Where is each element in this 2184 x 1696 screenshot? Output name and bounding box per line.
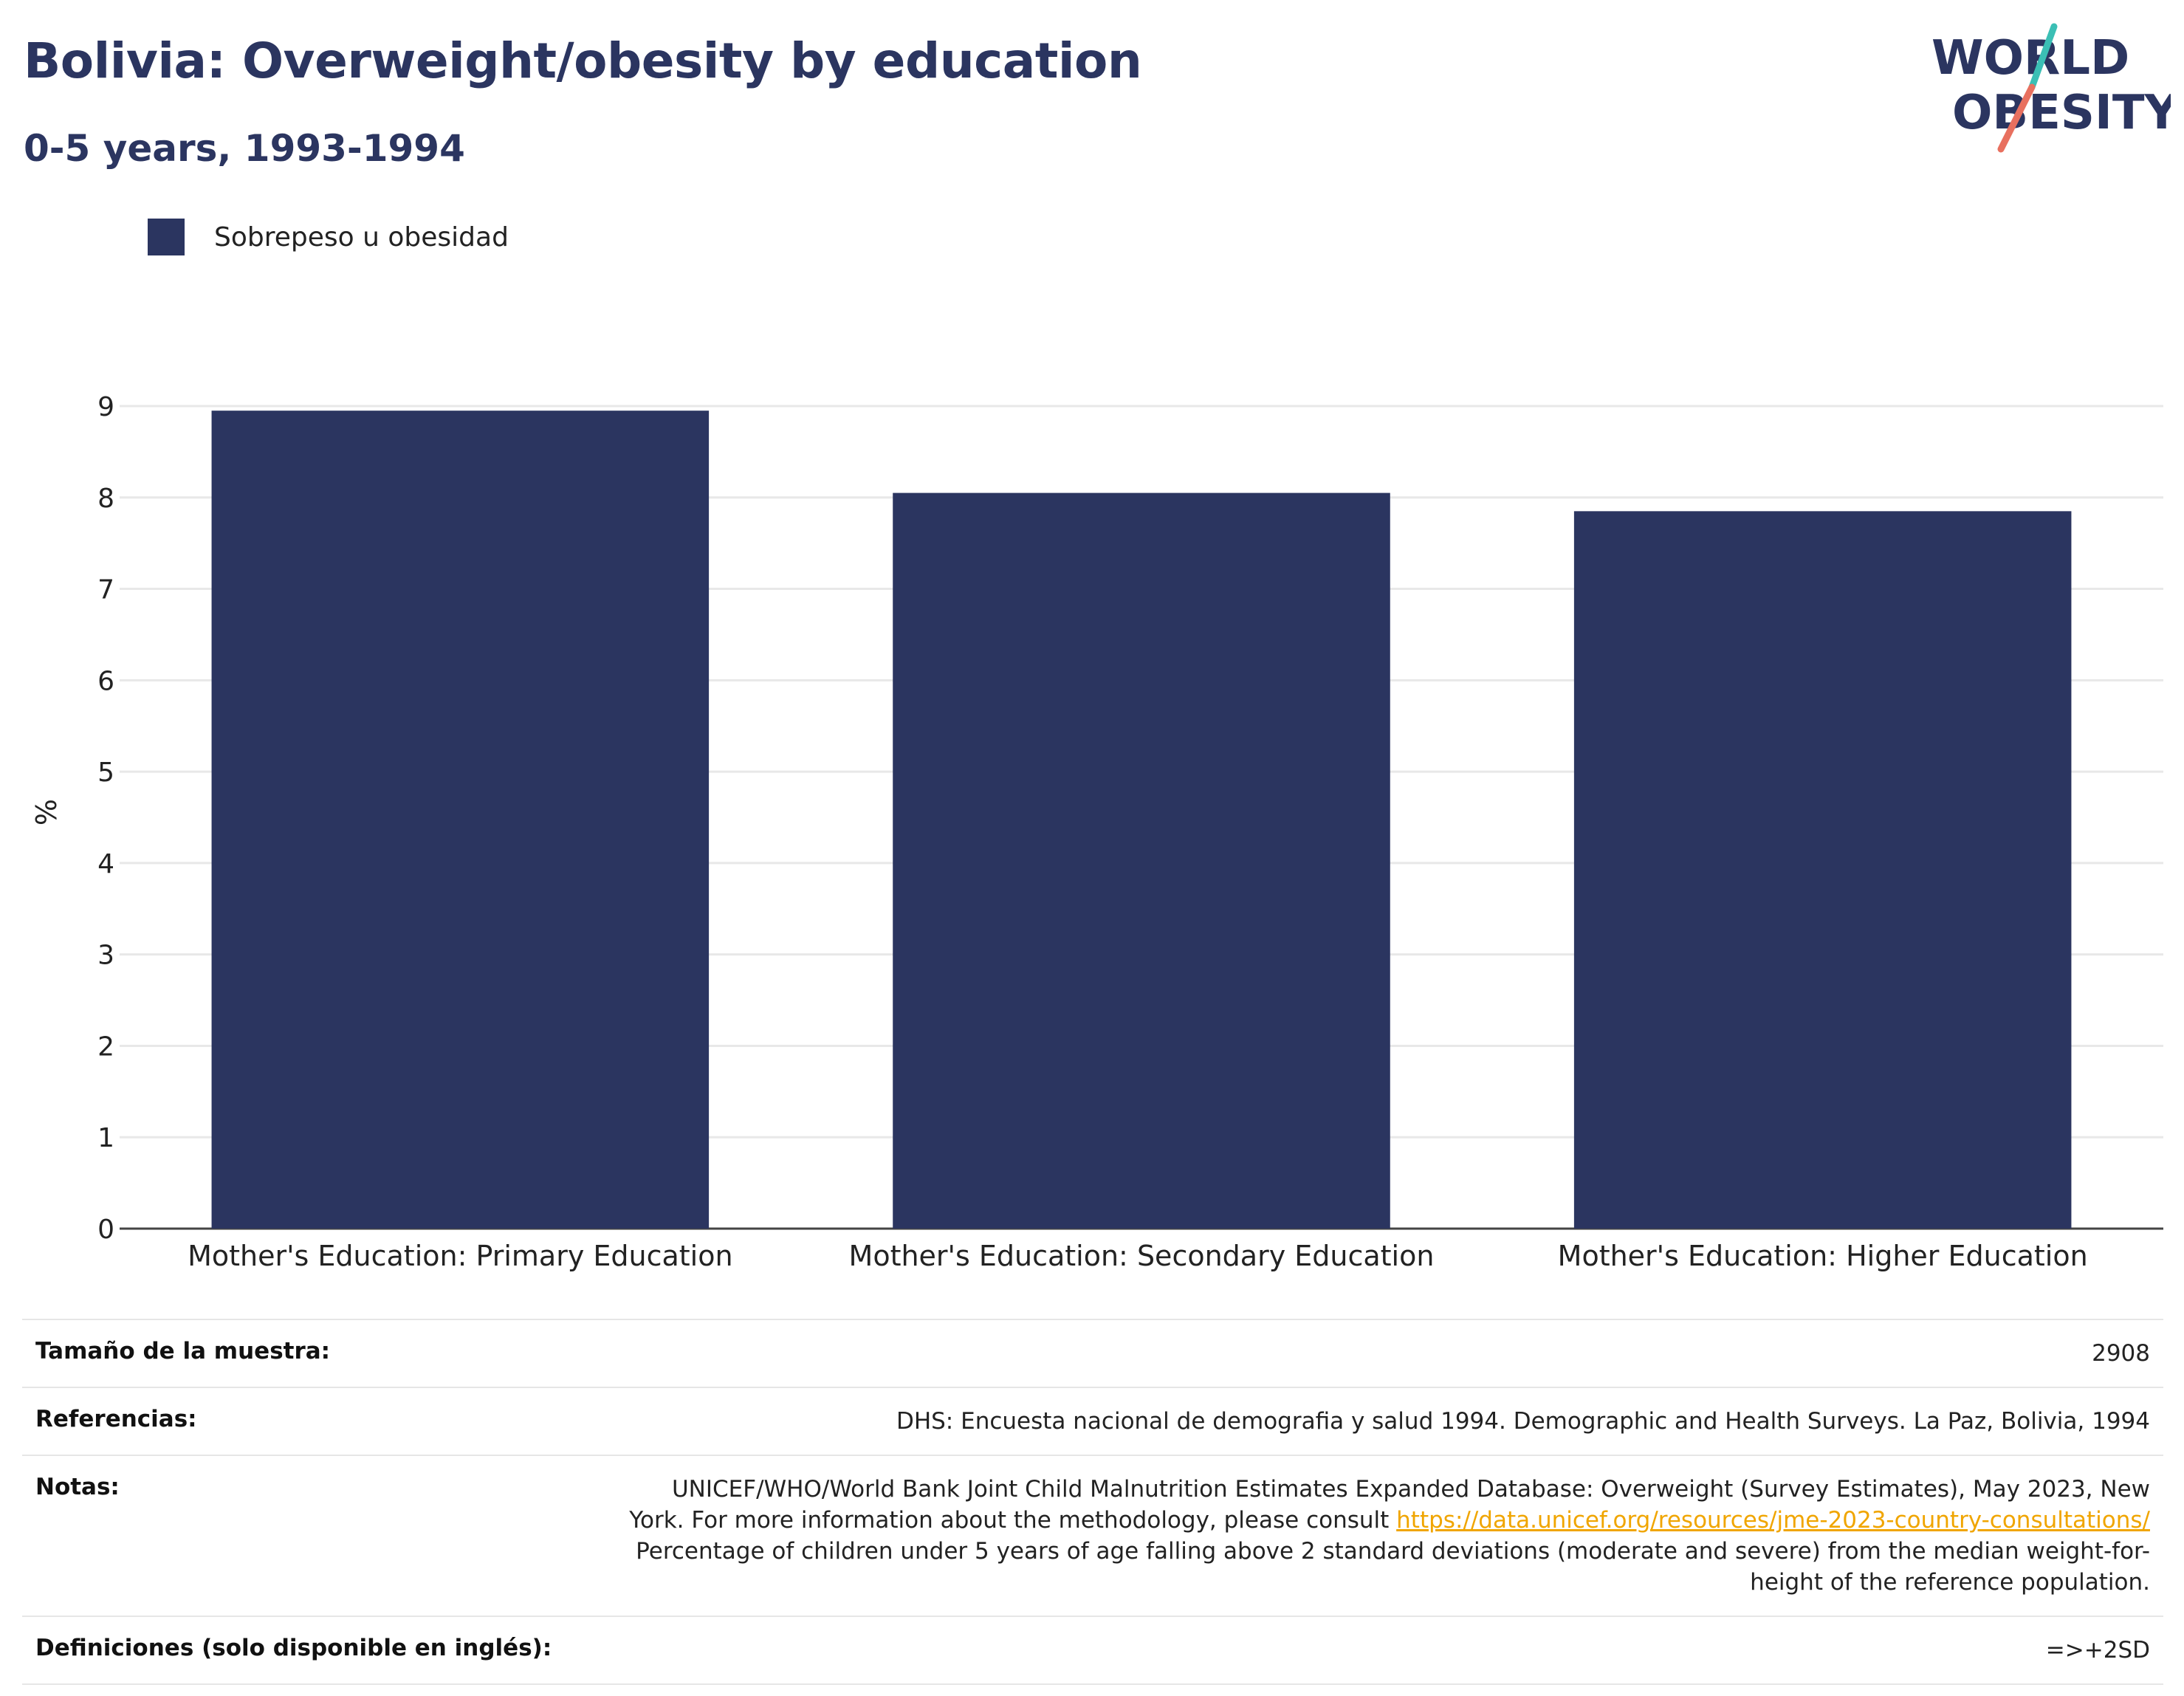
info-table: Tamaño de la muestra: 2908 Referencias: …	[22, 1319, 2163, 1685]
bar	[211, 411, 710, 1229]
logo-slash-coral	[1997, 83, 2036, 153]
chart-legend: Sobrepeso u obesidad	[148, 219, 509, 255]
sample-size-label: Tamaño de la muestra:	[35, 1338, 331, 1364]
notes-row: Notas: UNICEF/WHO/World Bank Joint Child…	[22, 1455, 2163, 1616]
chart-subtitle: 0-5 years, 1993-1994	[24, 127, 465, 170]
notes-label: Notas:	[35, 1474, 120, 1500]
references-label: Referencias:	[35, 1406, 197, 1432]
notes-line-1: UNICEF/WHO/World Bank Joint Child Malnut…	[671, 1476, 2150, 1503]
bar	[1573, 511, 2072, 1229]
logo-slash-teal	[2028, 23, 2058, 91]
references-value: DHS: Encuesta nacional de demografia y s…	[896, 1408, 2150, 1435]
logo-line2: OBESITY	[1952, 86, 2171, 140]
y-tick-label: 2	[97, 1031, 114, 1062]
x-tick-label: Mother's Education: Secondary Education	[849, 1240, 1435, 1272]
definitions-value: =>+2SD	[2045, 1637, 2150, 1664]
y-tick-label: 5	[97, 758, 114, 788]
definitions-label: Definiciones (solo disponible en inglés)…	[35, 1635, 552, 1661]
notes-line-2: York. For more information about the met…	[591, 1505, 2150, 1536]
notes-line-4: height of the reference population.	[1750, 1569, 2150, 1596]
y-tick-label: 7	[97, 575, 114, 605]
notes-line-3: Percentage of children under 5 years of …	[636, 1538, 2150, 1565]
world-obesity-logo: WORLD OBESITY	[1931, 23, 2171, 153]
y-tick-label: 8	[97, 484, 114, 514]
references-row: Referencias: DHS: Encuesta nacional de d…	[22, 1387, 2163, 1455]
x-tick-label: Mother's Education: Primary Education	[188, 1240, 733, 1272]
bar	[893, 492, 1390, 1229]
y-tick-label: 3	[97, 941, 114, 971]
sample-size-value: 2908	[2092, 1340, 2150, 1367]
definitions-row: Definiciones (solo disponible en inglés)…	[22, 1616, 2163, 1684]
y-tick-label: 1	[97, 1123, 114, 1153]
x-tick-label: Mother's Education: Higher Education	[1558, 1240, 2088, 1272]
logo-line1: WORLD	[1931, 31, 2129, 86]
y-tick-label: 0	[97, 1215, 114, 1245]
y-tick-label: 6	[97, 666, 114, 696]
sample-size-row: Tamaño de la muestra: 2908	[22, 1319, 2163, 1387]
legend-swatch	[148, 219, 185, 255]
notes-value: UNICEF/WHO/World Bank Joint Child Malnut…	[578, 1455, 2163, 1616]
y-tick-label: 9	[97, 392, 114, 422]
methodology-link[interactable]: https://data.unicef.org/resources/jme-20…	[1396, 1507, 2150, 1534]
chart-title: Bolivia: Overweight/obesity by education	[24, 32, 1142, 89]
y-tick-label: 4	[97, 849, 114, 879]
notes-line-2-prefix: York. For more information about the met…	[629, 1507, 1397, 1534]
legend-label: Sobrepeso u obesidad	[214, 222, 509, 253]
y-axis-label: %	[30, 799, 63, 825]
bar-chart: 0 1 2 3 4 5 6 7 8 9 Mother's Education: Primary Ed…	[30, 392, 2163, 1272]
